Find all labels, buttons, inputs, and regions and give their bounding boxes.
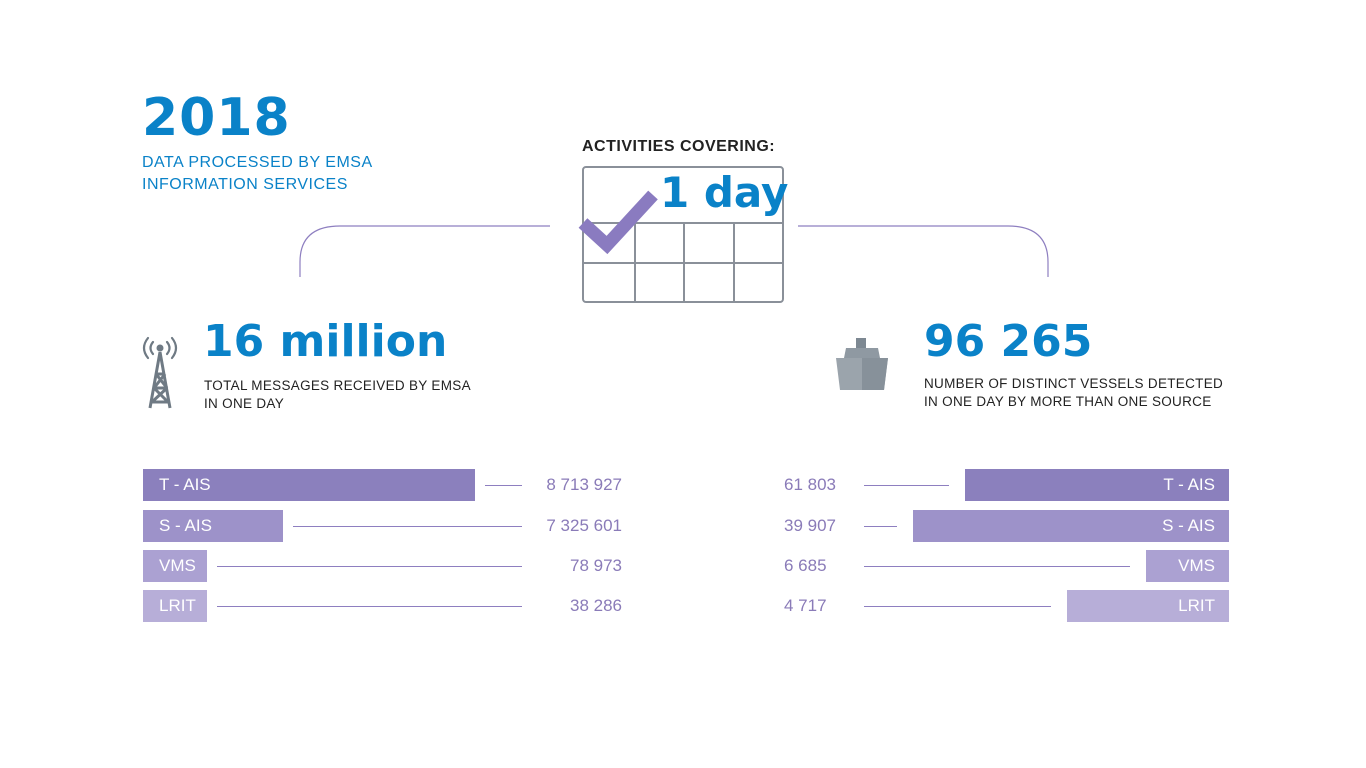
right-connector-line-vms: [864, 566, 1130, 567]
right-connector-line-s-ais: [864, 526, 897, 527]
right-connector-line-lrit: [864, 606, 1051, 607]
ship-icon: [836, 338, 888, 390]
left-value-vms: 78 973: [570, 556, 622, 575]
antenna-tower-icon: [142, 336, 178, 409]
activities-label: ACTIVITIES COVERING:: [582, 138, 776, 155]
right-caption-line-1: NUMBER OF DISTINCT VESSELS DETECTED: [924, 376, 1224, 391]
left-value-lrit: 38 286: [570, 596, 622, 615]
left-bar-vms: VMS: [143, 550, 207, 582]
connector-arcs: [299, 225, 1049, 277]
left-value-s-ais: 7 325 601: [546, 516, 622, 535]
left-connector-line-vms: [217, 566, 522, 567]
year-heading: 2018: [142, 88, 291, 148]
left-bar-lrit: LRIT: [143, 590, 207, 622]
right-value-t-ais: 61 803: [784, 475, 836, 494]
right-bar-t-ais: T - AIS: [965, 469, 1229, 501]
left-connector-arc: [299, 225, 550, 277]
left-value-t-ais: 8 713 927: [546, 475, 622, 494]
left-connector-line-t-ais: [485, 485, 522, 486]
left-bar-t-ais: T - AIS: [143, 469, 475, 501]
subtitle-line-2: INFORMATION SERVICES: [142, 176, 348, 193]
right-bar-s-ais: S - AIS: [913, 510, 1229, 542]
right-connector-arc: [798, 225, 1049, 277]
right-value-lrit: 4 717: [784, 596, 827, 615]
subtitle-line-1: DATA PROCESSED BY EMSA: [142, 154, 373, 171]
left-connector-line-lrit: [217, 606, 522, 607]
right-value-s-ais: 39 907: [784, 516, 836, 535]
right-bar-vms: VMS: [1146, 550, 1229, 582]
right-caption-line-2: IN ONE DAY BY MORE THAN ONE SOURCE: [924, 394, 1212, 409]
period-label: 1 day: [660, 168, 789, 217]
right-headline: 96 265: [924, 316, 1093, 367]
right-value-vms: 6 685: [784, 556, 827, 575]
subtitle: DATA PROCESSED BY EMSA INFORMATION SERVI…: [142, 152, 373, 196]
left-connector-line-s-ais: [292, 526, 522, 527]
left-headline: 16 million: [203, 316, 448, 367]
right-bar-lrit: LRIT: [1067, 590, 1229, 622]
left-caption: TOTAL MESSAGES RECEIVED BY EMSA IN ONE D…: [204, 377, 471, 413]
left-caption-line-1: TOTAL MESSAGES RECEIVED BY EMSA: [204, 378, 471, 393]
right-connector-line-t-ais: [864, 485, 949, 486]
calendar-icon: [582, 166, 784, 303]
checkmark-icon: [578, 190, 658, 255]
left-bar-s-ais: S - AIS: [143, 510, 283, 542]
left-caption-line-2: IN ONE DAY: [204, 396, 285, 411]
right-caption: NUMBER OF DISTINCT VESSELS DETECTED IN O…: [924, 375, 1223, 411]
